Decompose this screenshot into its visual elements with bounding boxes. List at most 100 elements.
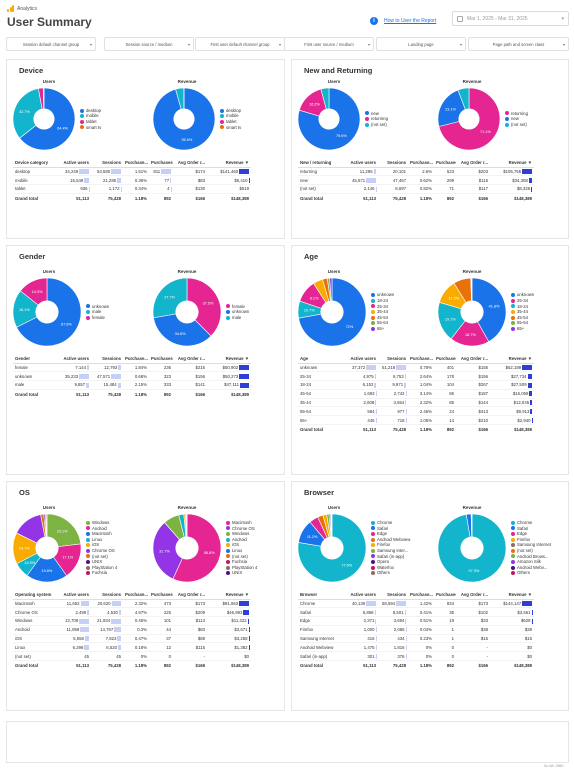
pie-slice-unknown[interactable] bbox=[471, 278, 506, 342]
legend-item[interactable]: Linux bbox=[86, 537, 117, 543]
column-header[interactable]: Revenue ▼ bbox=[207, 158, 251, 168]
pie-slice-desktop[interactable] bbox=[153, 88, 215, 150]
column-header[interactable]: Purchase... bbox=[408, 590, 434, 600]
legend-item[interactable]: Chrome bbox=[371, 520, 410, 526]
legend-item[interactable]: new bbox=[365, 111, 388, 117]
legend-item[interactable]: female bbox=[86, 315, 109, 321]
pie-slice-windows[interactable] bbox=[46, 514, 81, 549]
legend-item[interactable]: (not set) bbox=[226, 554, 257, 560]
column-header[interactable]: Avg Order r... bbox=[173, 354, 207, 364]
legend-item[interactable]: 35-44 bbox=[371, 309, 394, 315]
legend-item[interactable]: tablet bbox=[80, 119, 101, 125]
column-header[interactable]: Revenue ▼ bbox=[490, 158, 534, 168]
legend-item[interactable]: (not set) bbox=[511, 548, 551, 554]
column-header[interactable]: Age bbox=[298, 354, 344, 364]
legend-item[interactable]: Opera bbox=[371, 559, 410, 565]
legend-item[interactable]: Edge bbox=[371, 531, 410, 537]
legend-item[interactable]: 25-34 bbox=[511, 298, 534, 304]
legend-item[interactable]: male bbox=[86, 309, 109, 315]
legend-item[interactable]: unknown bbox=[86, 304, 109, 310]
column-header[interactable]: Avg Order r... bbox=[456, 158, 490, 168]
legend-item[interactable]: Android Webview bbox=[371, 537, 410, 543]
legend-item[interactable]: returning bbox=[505, 111, 528, 117]
legend-item[interactable]: (not set) bbox=[86, 554, 117, 560]
column-header[interactable]: Active users bbox=[57, 158, 91, 168]
legend-item[interactable]: Windows bbox=[86, 520, 117, 526]
legend-item[interactable]: Waterfox bbox=[371, 565, 410, 571]
column-header[interactable]: Avg Order r... bbox=[173, 158, 207, 168]
legend-item[interactable]: unknown bbox=[226, 309, 249, 315]
column-header[interactable]: Sessions bbox=[378, 158, 408, 168]
legend-item[interactable]: Windows bbox=[226, 531, 257, 537]
column-header[interactable]: Purchases bbox=[434, 354, 456, 364]
column-header[interactable]: Purchase... bbox=[123, 158, 149, 168]
legend-item[interactable]: Android bbox=[86, 526, 117, 532]
legend-item[interactable]: 35-44 bbox=[511, 309, 534, 315]
legend-item[interactable]: UNIX bbox=[226, 570, 257, 576]
legend-item[interactable]: 55-64 bbox=[511, 320, 534, 326]
legend-item[interactable]: iOS bbox=[86, 542, 117, 548]
legend-item[interactable]: Android bbox=[226, 537, 257, 543]
column-header[interactable]: Revenue ▼ bbox=[490, 354, 534, 364]
legend-item[interactable]: mobile bbox=[220, 113, 241, 119]
legend-item[interactable]: tablet bbox=[220, 119, 241, 125]
column-header[interactable]: Browser bbox=[298, 590, 344, 600]
column-header[interactable]: Purchases bbox=[149, 590, 173, 600]
column-header[interactable]: Sessions bbox=[378, 590, 408, 600]
legend-item[interactable]: Chrome OS bbox=[226, 526, 257, 532]
legend-item[interactable]: unknown bbox=[511, 292, 534, 298]
legend-item[interactable]: PlayStation 4 bbox=[226, 565, 257, 571]
legend-item[interactable]: male bbox=[226, 315, 249, 321]
column-header[interactable]: Revenue ▼ bbox=[207, 354, 251, 364]
legend-item[interactable]: Others bbox=[511, 570, 551, 576]
legend-item[interactable]: desktop bbox=[80, 108, 101, 114]
legend-item[interactable]: Macintosh bbox=[86, 531, 117, 537]
legend-item[interactable]: 25-34 bbox=[371, 304, 394, 310]
column-header[interactable]: Purchases bbox=[434, 158, 456, 168]
column-header[interactable]: Active users bbox=[344, 158, 378, 168]
column-header[interactable]: Active users bbox=[344, 354, 378, 364]
legend-item[interactable]: Chrome bbox=[511, 520, 551, 526]
legend-item[interactable]: 18-24 bbox=[371, 298, 394, 304]
legend-item[interactable]: smart tv bbox=[80, 125, 101, 131]
legend-item[interactable]: Samsung Inter... bbox=[371, 548, 410, 554]
filter-dropdown-1[interactable]: Session default channel group ▾ bbox=[6, 37, 96, 51]
column-header[interactable]: Purchase... bbox=[408, 158, 434, 168]
legend-item[interactable]: iOS bbox=[226, 542, 257, 548]
column-header[interactable]: Purchase... bbox=[123, 354, 149, 364]
legend-item[interactable]: Fuchsia bbox=[226, 559, 257, 565]
column-header[interactable]: Purchases bbox=[434, 590, 456, 600]
legend-item[interactable]: Chrome OS bbox=[86, 548, 117, 554]
legend-item[interactable]: 18-24 bbox=[511, 304, 534, 310]
column-header[interactable]: Purchase... bbox=[123, 590, 149, 600]
column-header[interactable]: Revenue ▼ bbox=[490, 590, 534, 600]
filter-dropdown-2[interactable]: Session source / medium ▾ bbox=[104, 37, 194, 51]
legend-item[interactable]: Samsung Internet bbox=[511, 542, 551, 548]
filter-dropdown-3[interactable]: First user default channel group ▾ bbox=[195, 37, 285, 51]
filter-dropdown-5[interactable]: Landing page ▾ bbox=[376, 37, 466, 51]
pie-slice-macintosh[interactable] bbox=[26, 547, 68, 582]
column-header[interactable]: Active users bbox=[57, 590, 91, 600]
legend-item[interactable]: (not set) bbox=[505, 122, 528, 128]
info-icon[interactable]: i bbox=[370, 17, 378, 25]
legend-item[interactable]: 45-54 bbox=[511, 315, 534, 321]
pie-slice-female[interactable] bbox=[186, 278, 221, 337]
legend-item[interactable]: Firefox bbox=[371, 542, 410, 548]
legend-item[interactable]: Fuchsia bbox=[86, 570, 117, 576]
legend-item[interactable]: Safari (in-app) bbox=[371, 554, 410, 560]
legend-item[interactable]: desktop bbox=[220, 108, 241, 114]
legend-item[interactable]: returning bbox=[365, 116, 388, 122]
pie-slice-mobile[interactable] bbox=[13, 88, 45, 139]
column-header[interactable]: Sessions bbox=[91, 354, 123, 364]
legend-item[interactable]: female bbox=[226, 304, 249, 310]
pie-slice-unknown[interactable] bbox=[153, 311, 212, 346]
legend-item[interactable]: 65+ bbox=[371, 326, 394, 332]
filter-dropdown-4[interactable]: First user source / medium ▾ bbox=[284, 37, 374, 51]
column-header[interactable]: Active users bbox=[344, 590, 378, 600]
legend-item[interactable]: Others bbox=[371, 570, 410, 576]
legend-item[interactable]: (not set) bbox=[365, 122, 388, 128]
column-header[interactable]: Active users bbox=[57, 354, 91, 364]
column-header[interactable]: Device category bbox=[13, 158, 57, 168]
column-header[interactable]: Gender bbox=[13, 354, 57, 364]
legend-item[interactable]: 45-54 bbox=[371, 315, 394, 321]
